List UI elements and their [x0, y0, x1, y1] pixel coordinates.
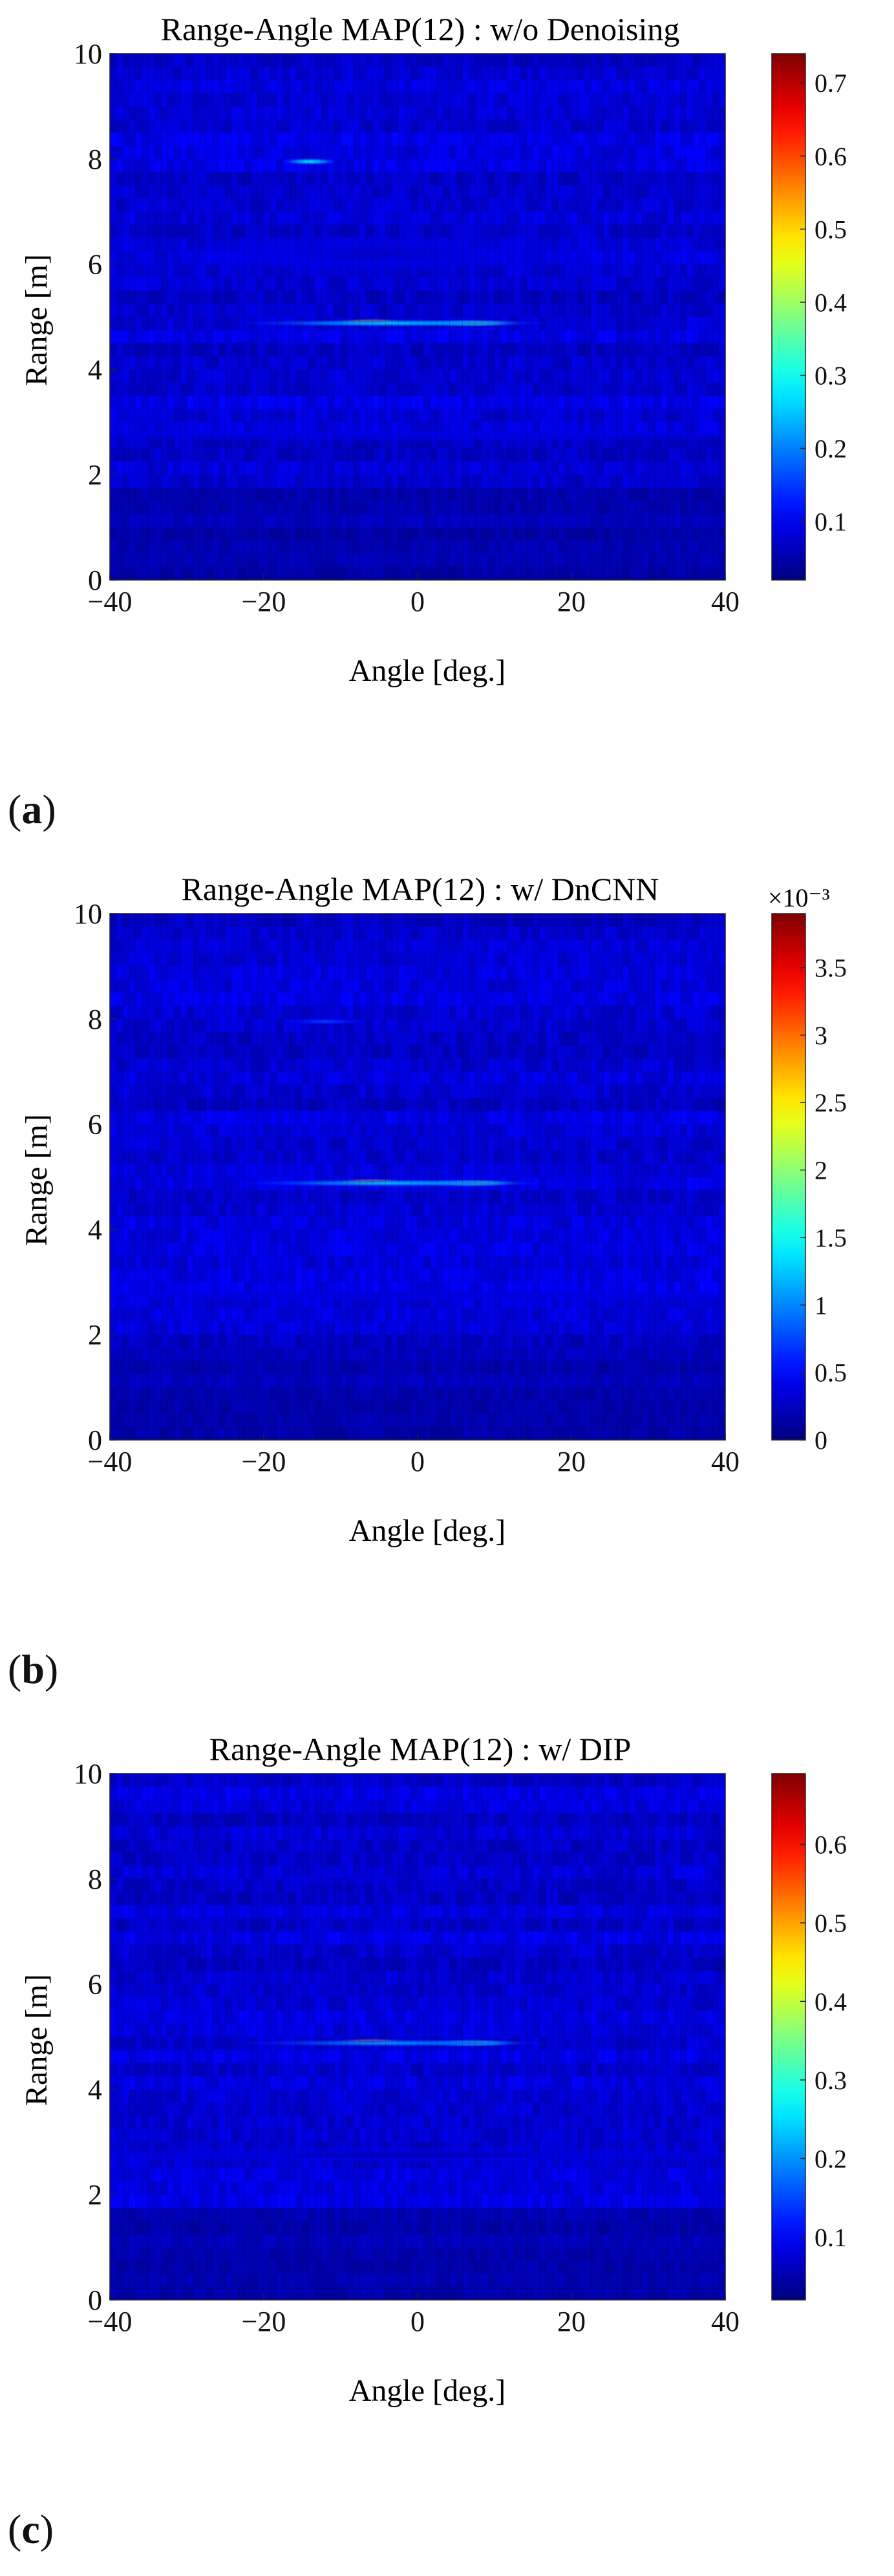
colorbar-tick-label: 0.2: [814, 435, 847, 464]
colorbar-tick-label: 0.1: [814, 508, 847, 537]
x-tick-label: 0: [410, 586, 425, 617]
y-tick-label: 0: [88, 1424, 102, 1456]
y-axis-label: Range [m]: [19, 254, 54, 386]
colorbar-tick-label: 2: [814, 1156, 827, 1185]
panel-label-b: (b): [8, 1646, 59, 1692]
x-tick-label: 20: [557, 2306, 586, 2337]
colorbar-tick-label: 0: [814, 1426, 827, 1455]
chart-title: Range-Angle MAP(12) : w/o Denoising: [161, 11, 680, 47]
heatmap-hotspot: [225, 2039, 564, 2048]
colorbar-tick-label: 1.5: [814, 1223, 847, 1252]
x-axis-label: Angle [deg.]: [349, 1514, 506, 1548]
heatmap-hotspot: [264, 1873, 418, 1884]
y-tick-label: 6: [88, 249, 102, 281]
heatmap-hotspot: [225, 1179, 564, 1188]
panel-label-c: (c): [8, 2506, 54, 2552]
colorbar-tick-label: 0.2: [814, 2144, 847, 2173]
x-tick-label: 0: [410, 1446, 425, 1477]
colorbar-tick-label: 0.5: [814, 1358, 847, 1388]
y-tick-label: 2: [88, 1319, 102, 1351]
x-tick-label: −20: [242, 2306, 286, 2337]
y-tick-label: 10: [74, 38, 102, 70]
y-axis-label: Range [m]: [19, 1114, 54, 1246]
y-tick-label: 2: [88, 459, 102, 491]
heatmap-chart-c: Range-Angle MAP(12) : w/ DIP 0 2 4 6 8 10 −40…: [19, 1731, 847, 2408]
heatmap-hotspot: [279, 157, 341, 166]
colorbar: 0.1 0.2 0.3 0.4 0.5 0.6: [771, 1773, 847, 2301]
y-tick-label: 10: [74, 898, 102, 930]
colorbar-tick-label: 0.4: [814, 288, 847, 317]
y-tick-label: 0: [88, 2284, 102, 2316]
x-axis-label: Angle [deg.]: [349, 654, 506, 688]
y-axis-ticks: 0 2 4 6 8 10: [74, 898, 116, 1456]
colorbar-tick-label: 0.1: [814, 2223, 847, 2252]
x-tick-label: −40: [88, 586, 133, 617]
colorbar-gradient: [771, 53, 806, 581]
colorbar-tick-label: 0.5: [814, 1909, 847, 1938]
x-tick-label: −20: [242, 1446, 286, 1477]
colorbar-tick-label: 0.4: [814, 1987, 847, 2016]
y-tick-label: 8: [88, 1004, 102, 1035]
colorbar-tick-label: 2.5: [814, 1088, 847, 1117]
colorbar-tick-label: 0.7: [814, 69, 847, 98]
colorbar-gradient: [771, 1773, 806, 2301]
colorbar-tick-label: 0.5: [814, 215, 847, 244]
y-tick-label: 8: [88, 1863, 102, 1895]
colorbar-tick-label: 0.6: [814, 1830, 847, 1859]
x-tick-label: 40: [711, 586, 740, 617]
x-tick-label: −20: [242, 586, 286, 617]
colorbar-tick-label: 0.3: [814, 2066, 847, 2095]
x-axis-ticks: −40 −20 0 20 40: [88, 1433, 740, 1477]
y-axis-ticks: 0 2 4 6 8 10: [74, 1758, 116, 2316]
x-tick-label: 0: [410, 2306, 425, 2337]
x-tick-label: −40: [88, 2306, 133, 2337]
y-tick-label: 4: [88, 354, 102, 385]
heatmap-hotspot: [110, 429, 725, 442]
x-tick-label: 40: [711, 1446, 740, 1477]
x-tick-label: 40: [711, 2306, 740, 2337]
heatmap-area: [109, 53, 726, 581]
colorbar-gradient: [771, 913, 806, 1441]
y-tick-label: 4: [88, 2074, 102, 2105]
x-tick-label: −40: [88, 1446, 133, 1477]
y-axis-label: Range [m]: [19, 1974, 54, 2106]
heatmap-area: [109, 1773, 726, 2301]
x-tick-label: 20: [557, 586, 586, 617]
colorbar-exponent: ×10⁻³: [768, 883, 830, 912]
y-tick-label: 6: [88, 1109, 102, 1141]
y-tick-label: 0: [88, 564, 102, 596]
x-axis-label: Angle [deg.]: [349, 2374, 506, 2408]
y-tick-label: 2: [88, 2179, 102, 2211]
y-tick-label: 8: [88, 144, 102, 175]
colorbar: 0.1 0.2 0.3 0.4 0.5 0.6 0.7: [771, 53, 847, 581]
heatmap-hotspot: [279, 1017, 372, 1025]
colorbar-tick-label: 3: [814, 1021, 827, 1050]
colorbar-tick-label: 3.5: [814, 953, 847, 982]
heatmap-hotspot: [148, 232, 610, 275]
colorbar-tick-label: 1: [814, 1291, 827, 1320]
heatmap-hotspot: [110, 2147, 725, 2163]
chart-title: Range-Angle MAP(12) : w/ DIP: [209, 1731, 632, 1767]
x-axis-ticks: −40 −20 0 20 40: [88, 574, 740, 617]
chart-title: Range-Angle MAP(12) : w/ DnCNN: [182, 871, 659, 907]
heatmap-hotspot: [110, 1289, 725, 1302]
heatmap-hotspot: [225, 319, 564, 328]
heatmap-area: [109, 913, 726, 1441]
colorbar: 0 0.5 1 1.5 2 2.5 3 3.5: [771, 913, 847, 1455]
y-axis-ticks: 0 2 4 6 8 10: [74, 38, 116, 596]
y-tick-label: 10: [74, 1758, 102, 1790]
colorbar-tick-label: 0.3: [814, 361, 847, 390]
colorbar-tick-label: 0.6: [814, 142, 847, 171]
y-tick-label: 4: [88, 1214, 102, 1245]
x-tick-label: 20: [557, 1446, 586, 1477]
panel-label-a: (a): [8, 786, 56, 832]
x-axis-ticks: −40 −20 0 20 40: [88, 2293, 740, 2337]
y-tick-label: 6: [88, 1969, 102, 2001]
heatmap-chart-a: Range-Angle MAP(12) : w/o Denoising 0 2 4 6…: [19, 11, 847, 688]
